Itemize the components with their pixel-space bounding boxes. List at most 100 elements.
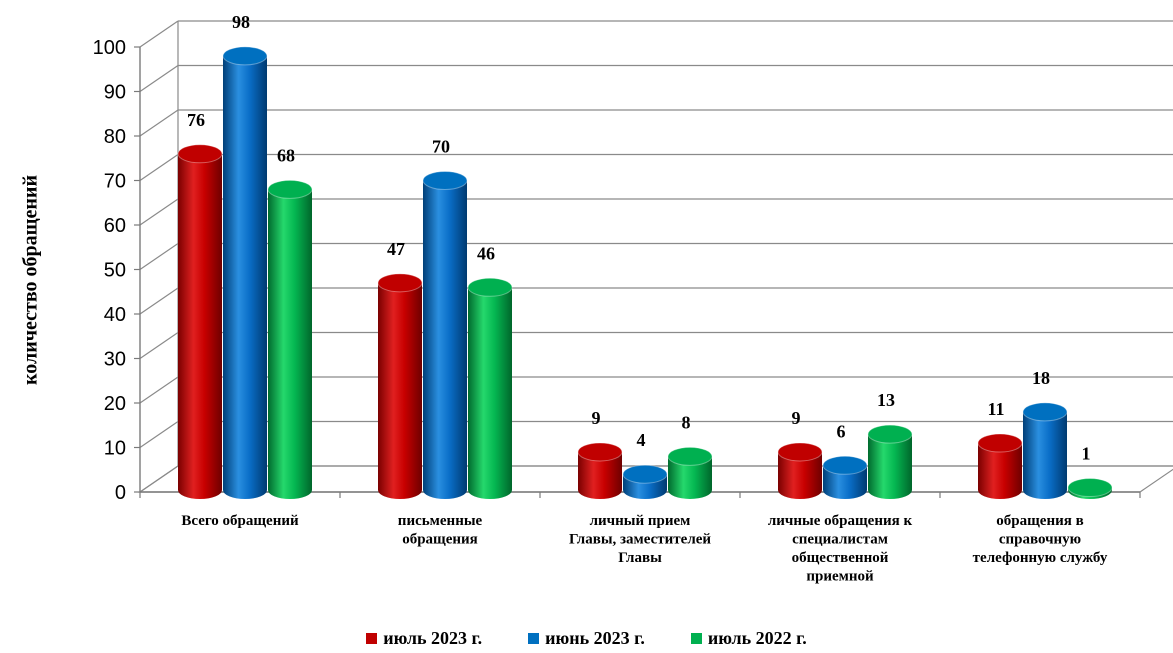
bar-body [1023,411,1067,499]
y-tick-label: 50 [104,260,126,282]
bar [1067,478,1113,499]
bar-top [777,442,823,462]
data-label: 13 [877,390,895,410]
bar-top [222,46,268,66]
x-category-label: обращения в справочную телефонную службу [973,513,1108,566]
data-label: 68 [277,145,295,165]
bar [777,442,823,499]
side-wall-line [139,65,179,92]
x-category-label-line: обращения в [996,513,1083,529]
bar-body [668,456,712,499]
y-axis-title: количество обращений [19,175,42,385]
legend-item-jul-2022: июль 2022 г. [690,628,807,649]
bar-body [178,153,222,500]
side-wall-line [139,20,179,48]
legend: июль 2023 г. июнь 2023 г. июль 2022 г. [0,628,1173,649]
data-label: 18 [1032,368,1050,388]
data-label: 76 [187,110,205,130]
bar [822,455,868,499]
x-category-label-line: обращения [402,532,478,548]
y-tick-label: 10 [104,438,126,460]
bar-top [377,273,423,293]
legend-swatch-green [690,633,702,644]
x-category-label-line: приемной [806,569,874,585]
side-wall-line [139,421,179,448]
data-label: 8 [682,412,691,432]
bar-body [468,287,512,499]
side-wall-line [139,109,179,137]
bar-body [778,451,822,499]
bar-top [622,464,668,484]
y-tick-label: 90 [104,82,126,104]
x-category-label: личный прием Главы, заместителей Главы [569,513,711,566]
bar-top [422,171,468,190]
x-category-label-line: Всего обращений [181,513,299,529]
bar-body [268,189,312,499]
bar-top [467,277,513,297]
legend-item-jun-2023: июнь 2023 г. [528,628,645,649]
x-category-label: личные обращения к специалистам общественн… [768,513,913,585]
bar-top [177,144,223,164]
bar-top [822,455,868,475]
bar-top [577,442,623,462]
data-label: 6 [837,421,846,441]
bar-layer [177,46,1113,500]
bar [177,144,223,500]
side-wall-line [139,332,179,359]
bar-top [267,179,313,199]
bar-top [867,424,913,444]
bar [267,179,313,499]
x-category-label-line: общественной [792,550,889,566]
bar-body [868,434,912,499]
x-category-label: Всего обращений [181,513,299,529]
bar-body [823,465,867,499]
x-category-label-line: письменные [398,513,483,529]
y-tick-label: 20 [104,393,126,415]
bar-top [977,433,1023,453]
label-layer: Всего обращений письменные обращения личный… [181,12,1107,585]
x-category-label-line: Главы [618,550,662,566]
data-label: 46 [477,243,495,263]
bar-body [423,180,467,499]
x-category-label-line: Главы, заместителей [569,532,711,548]
bar-body [978,443,1022,499]
legend-label: июль 2022 г. [707,628,807,648]
data-label: 98 [232,12,250,32]
side-wall-line [139,287,179,315]
y-tick-label: 0 [115,482,126,504]
bar-body [378,282,422,499]
bar-body [223,55,267,500]
y-tick-label: 40 [104,304,126,326]
y-tick-label: 60 [104,215,126,237]
bar [377,273,423,499]
data-label: 11 [987,399,1004,419]
bar [422,171,468,499]
side-wall-line [139,376,179,404]
bar-top [1067,478,1113,498]
side-wall-line [139,243,179,270]
y-axis-title-wrap: количество обращений [16,130,46,430]
legend-label: июль 2023 г. [383,628,483,648]
bar [977,433,1023,499]
y-tick-label: 30 [104,349,126,371]
bar [577,442,623,499]
x-category-label-line: телефонную службу [973,550,1108,566]
y-tick-label: 80 [104,126,126,148]
bar [467,277,513,499]
data-label: 9 [592,408,601,428]
bar [1022,402,1068,499]
bar [667,446,713,499]
y-tick-label: 100 [93,37,126,59]
legend-swatch-red [366,633,378,644]
x-category-label: письменные обращения [398,513,483,548]
data-label: 47 [387,239,405,259]
bar [222,46,268,500]
x-category-label-line: личный прием [590,513,691,529]
y-tick-label: 70 [104,171,126,193]
chart: 0 10 20 30 40 50 60 70 80 90 100 Всего обращений пи… [93,12,1173,585]
bar-top [667,446,713,466]
bar [867,424,913,499]
legend-item-jul-2023: июль 2023 г. [366,628,482,649]
bar [622,464,668,499]
data-label: 9 [792,408,801,428]
